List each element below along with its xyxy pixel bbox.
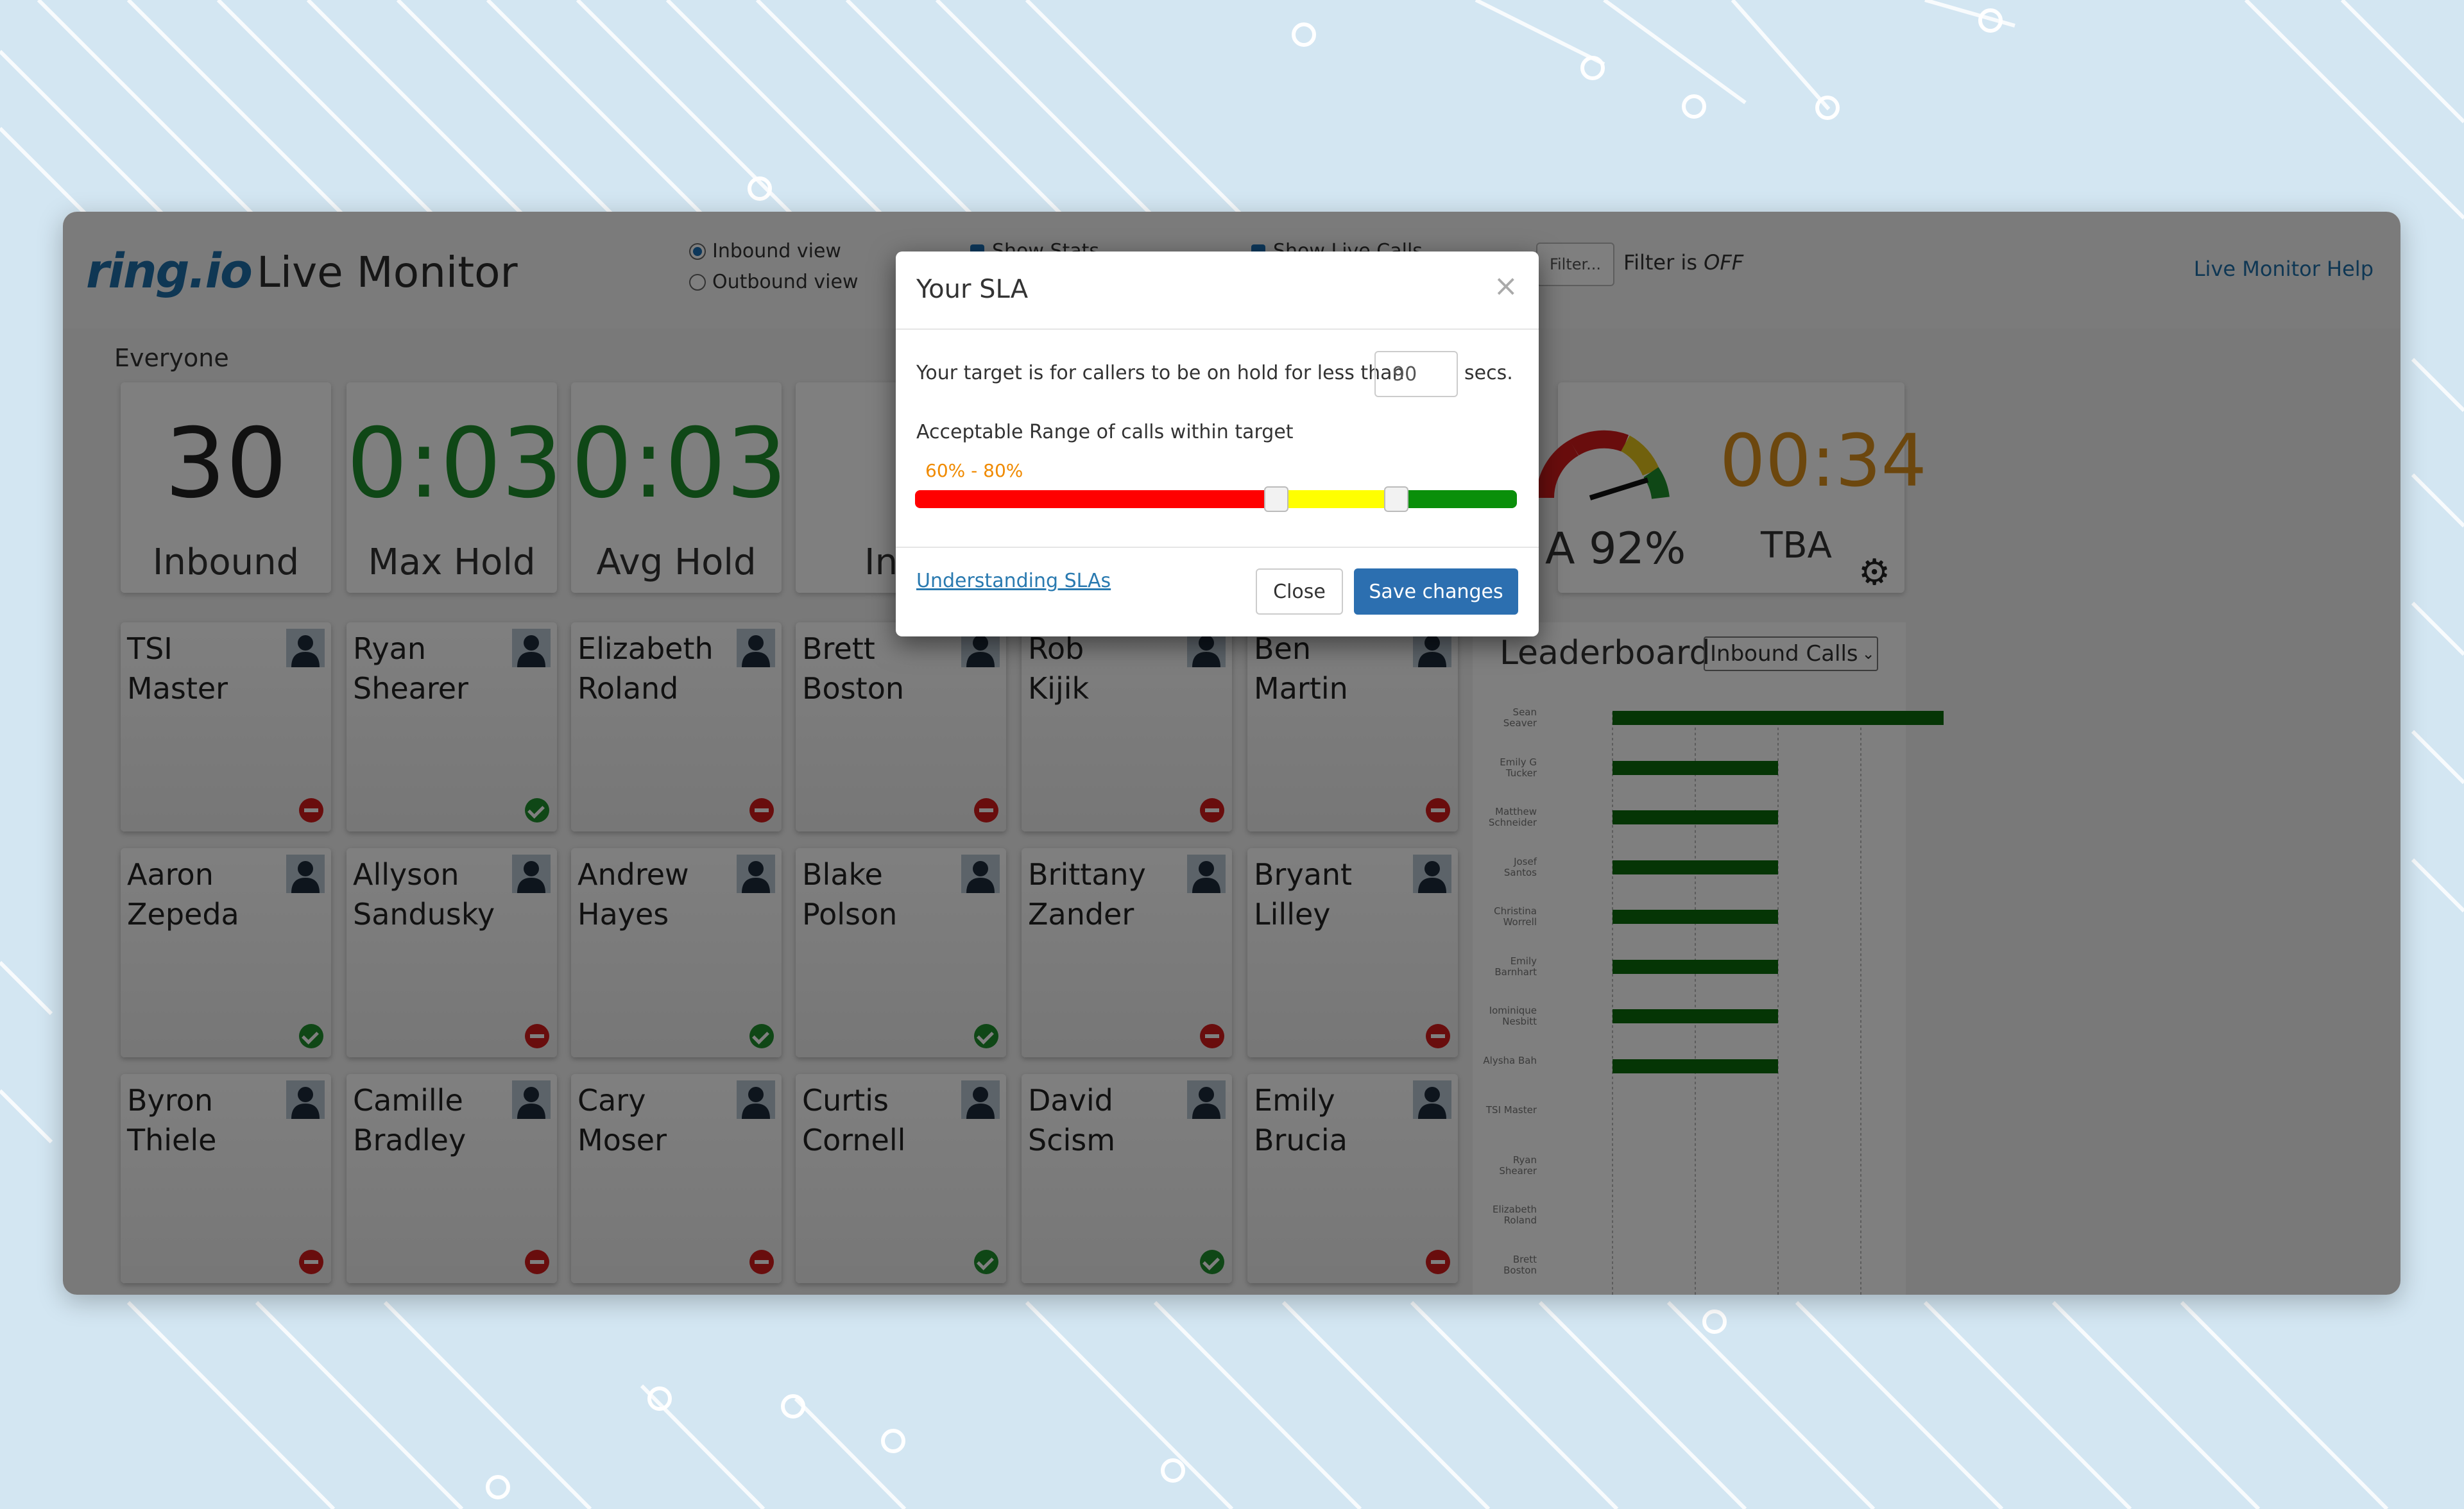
slider-green-segment	[1396, 490, 1517, 508]
modal-header: Your SLA ×	[896, 252, 1539, 330]
save-changes-button[interactable]: Save changes	[1354, 568, 1518, 615]
slider-high-handle[interactable]	[1384, 486, 1408, 512]
slider-yellow-segment	[1276, 490, 1396, 508]
range-label: Acceptable Range of calls within target	[916, 421, 1294, 443]
range-value: 60% - 80%	[925, 460, 1023, 481]
modal-title: Your SLA	[916, 275, 1029, 304]
target-description: Your target is for callers to be on hold…	[916, 362, 1405, 384]
sla-range-slider[interactable]	[915, 486, 1517, 512]
close-button[interactable]: Close	[1256, 568, 1343, 615]
modal-footer	[896, 547, 1539, 548]
sla-modal: Your SLA × Your target is for callers to…	[896, 252, 1539, 636]
slider-low-handle[interactable]	[1264, 486, 1288, 512]
target-unit: secs.	[1464, 362, 1513, 384]
understanding-slas-link[interactable]: Understanding SLAs	[916, 570, 1111, 592]
slider-red-segment	[915, 490, 1276, 508]
close-icon[interactable]: ×	[1493, 268, 1518, 303]
hold-target-input[interactable]: 90	[1374, 351, 1458, 397]
